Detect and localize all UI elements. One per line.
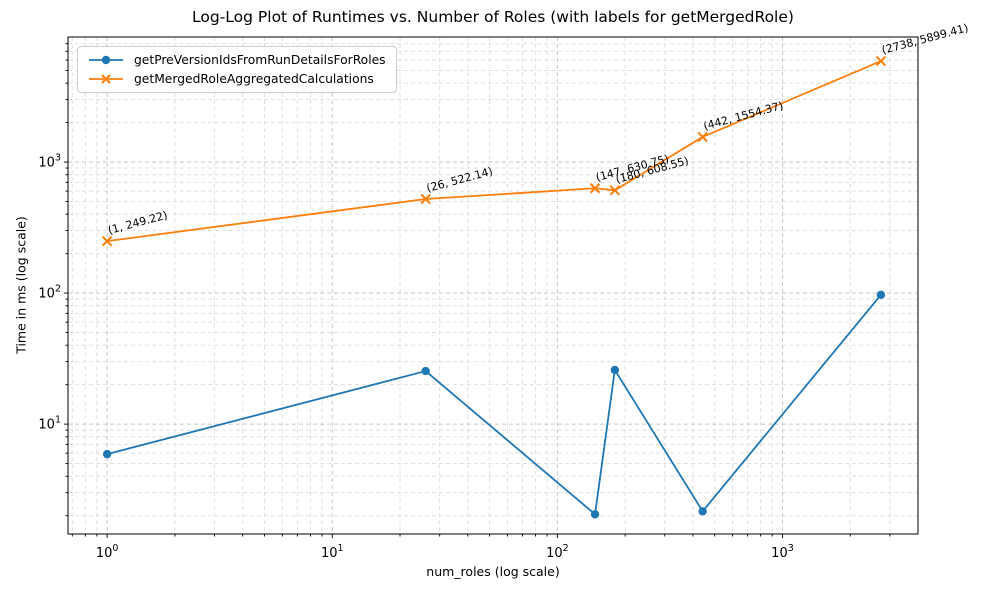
x-axis-label: num_roles (log scale) — [426, 564, 560, 579]
data-point-x — [420, 193, 431, 205]
legend-label-series-1: getMergedRoleAggregatedCalculations — [134, 72, 374, 86]
series-line-0 — [106, 294, 882, 516]
y-axis-label: Time in ms (log scale) — [13, 216, 29, 354]
legend-line-x-icon — [89, 74, 123, 84]
y-tick-label: 103 — [38, 153, 61, 171]
minor-gridlines — [68, 37, 918, 534]
data-point-x — [589, 183, 601, 194]
data-point-x — [101, 235, 113, 247]
data-point-circle — [102, 449, 112, 459]
data-point-circle — [590, 510, 600, 519]
series-markers-1 — [101, 55, 887, 247]
legend-label-series-0: getPreVersionIdsFromRunDetailsForRoles — [134, 53, 386, 67]
point-annotation: (2738, 5899.41) — [880, 21, 969, 57]
data-point-circle — [421, 366, 430, 376]
legend-line-circle-icon — [89, 55, 123, 65]
y-tick-label: 102 — [38, 284, 61, 302]
chart-title: Log-Log Plot of Runtimes vs. Number of R… — [192, 8, 794, 26]
major-gridlines — [68, 37, 918, 534]
data-point-x — [875, 55, 887, 67]
legend-item-pre-version-ids: getPreVersionIdsFromRunDetailsForRoles — [86, 53, 386, 67]
series-markers-0 — [102, 290, 886, 519]
legend-item-merged-role: getMergedRoleAggregatedCalculations — [86, 72, 386, 86]
y-tick-label: 101 — [38, 415, 61, 433]
data-point-circle — [698, 507, 707, 516]
plot-frame — [67, 36, 919, 535]
point-annotation: (1, 249.22) — [107, 209, 169, 237]
x-tick-label: 103 — [771, 543, 794, 561]
series-line-1 — [107, 60, 882, 243]
legend: getPreVersionIdsFromRunDetailsForRoles g… — [77, 46, 397, 93]
x-tick-label: 102 — [546, 543, 569, 561]
data-point-x — [609, 185, 621, 196]
x-tick-label: 101 — [321, 543, 344, 561]
point-annotation: (26, 522.14) — [425, 165, 494, 195]
data-point-circle — [876, 290, 886, 300]
data-point-x — [697, 131, 708, 143]
x-tick-label: 100 — [96, 543, 119, 561]
data-point-circle — [610, 365, 620, 375]
